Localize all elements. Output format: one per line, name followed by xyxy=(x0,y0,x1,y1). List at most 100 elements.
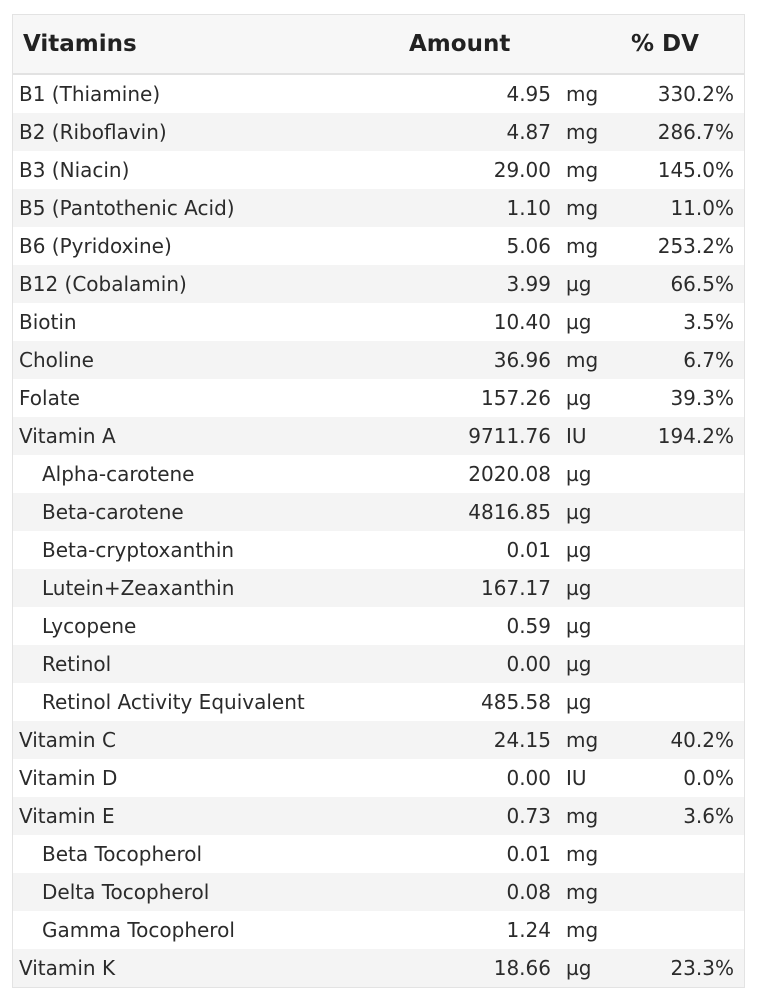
vitamin-name: Delta Tocopherol xyxy=(42,880,210,904)
vitamin-name: Lycopene xyxy=(42,614,137,638)
vitamin-name: Beta Tocopherol xyxy=(42,842,203,866)
vitamin-amount: 3.99 xyxy=(506,272,551,296)
vitamin-amount: 167.17 xyxy=(481,576,551,600)
vitamin-dv: 194.2% xyxy=(657,424,734,448)
vitamin-unit: µg xyxy=(566,614,592,638)
vitamin-name: Beta-carotene xyxy=(42,500,184,524)
vitamin-unit: mg xyxy=(566,120,599,144)
table-row: Beta-carotene 4816.85 µg xyxy=(13,493,744,531)
vitamin-amount: 0.73 xyxy=(506,804,551,828)
vitamin-unit: mg xyxy=(566,348,599,372)
table-row: Biotin 10.40 µg 3.5% xyxy=(13,303,744,341)
vitamin-dv: 253.2% xyxy=(657,234,734,258)
vitamin-dv: 40.2% xyxy=(670,728,734,752)
vitamin-amount: 0.59 xyxy=(506,614,551,638)
table-row: Vitamin D 0.00 IU 0.0% xyxy=(13,759,744,797)
table-row: Gamma Tocopherol 1.24 mg xyxy=(13,911,744,949)
table-row: B1 (Thiamine) 4.95 mg 330.2% xyxy=(13,75,744,113)
vitamin-dv: 66.5% xyxy=(670,272,734,296)
table-row: B2 (Riboflavin) 4.87 mg 286.7% xyxy=(13,113,744,151)
vitamin-amount: 5.06 xyxy=(506,234,551,258)
vitamin-name: Gamma Tocopherol xyxy=(42,918,235,942)
vitamin-name: B2 (Riboflavin) xyxy=(19,120,167,144)
vitamin-dv: 23.3% xyxy=(670,956,734,980)
table-body: B1 (Thiamine) 4.95 mg 330.2% B2 (Riboflavin)… xyxy=(13,75,744,987)
header-amount: Amount xyxy=(409,31,511,57)
vitamin-name: B1 (Thiamine) xyxy=(19,82,161,106)
vitamin-amount: 485.58 xyxy=(481,690,551,714)
vitamin-amount: 0.01 xyxy=(506,538,551,562)
table-row: B6 (Pyridoxine) 5.06 mg 253.2% xyxy=(13,227,744,265)
vitamin-name: B12 (Cobalamin) xyxy=(19,272,187,296)
vitamin-name: B5 (Pantothenic Acid) xyxy=(19,196,235,220)
vitamin-name: Vitamin C xyxy=(19,728,116,752)
vitamin-name: Vitamin K xyxy=(19,956,116,980)
vitamin-amount: 0.00 xyxy=(506,766,551,790)
vitamin-dv: 0.0% xyxy=(683,766,734,790)
vitamin-unit: mg xyxy=(566,196,599,220)
vitamin-unit: mg xyxy=(566,728,599,752)
vitamin-dv: 3.5% xyxy=(683,310,734,334)
vitamin-dv: 3.6% xyxy=(683,804,734,828)
table-row: Delta Tocopherol 0.08 mg xyxy=(13,873,744,911)
vitamin-dv: 286.7% xyxy=(657,120,734,144)
header-dv: % DV xyxy=(631,31,699,57)
vitamin-amount: 36.96 xyxy=(493,348,551,372)
vitamin-amount: 157.26 xyxy=(481,386,551,410)
header-vitamins: Vitamins xyxy=(23,31,137,57)
vitamin-name: B6 (Pyridoxine) xyxy=(19,234,172,258)
table-row: Lutein+Zeaxanthin 167.17 µg xyxy=(13,569,744,607)
vitamin-amount: 2020.08 xyxy=(468,462,551,486)
vitamin-name: Vitamin D xyxy=(19,766,118,790)
table-row: Vitamin E 0.73 mg 3.6% xyxy=(13,797,744,835)
table-row: B12 (Cobalamin) 3.99 µg 66.5% xyxy=(13,265,744,303)
vitamin-dv: 6.7% xyxy=(683,348,734,372)
vitamin-unit: µg xyxy=(566,690,592,714)
vitamin-name: Folate xyxy=(19,386,80,410)
vitamin-dv: 39.3% xyxy=(670,386,734,410)
vitamin-unit: mg xyxy=(566,842,599,866)
table-row: Folate 157.26 µg 39.3% xyxy=(13,379,744,417)
vitamin-amount: 0.01 xyxy=(506,842,551,866)
table-row: Lycopene 0.59 µg xyxy=(13,607,744,645)
vitamin-amount: 0.08 xyxy=(506,880,551,904)
vitamins-table: Vitamins Amount % DV B1 (Thiamine) 4.95 mg… xyxy=(12,14,745,988)
vitamin-amount: 1.10 xyxy=(506,196,551,220)
vitamin-amount: 9711.76 xyxy=(468,424,551,448)
table-row: B5 (Pantothenic Acid) 1.10 mg 11.0% xyxy=(13,189,744,227)
vitamin-unit: µg xyxy=(566,310,592,334)
vitamin-unit: mg xyxy=(566,804,599,828)
table-row: Beta Tocopherol 0.01 mg xyxy=(13,835,744,873)
vitamin-unit: µg xyxy=(566,956,592,980)
vitamin-dv: 145.0% xyxy=(657,158,734,182)
vitamin-unit: mg xyxy=(566,82,599,106)
vitamin-unit: IU xyxy=(566,424,587,448)
table-row: Choline 36.96 mg 6.7% xyxy=(13,341,744,379)
vitamin-name: Choline xyxy=(19,348,94,372)
table-row: Alpha-carotene 2020.08 µg xyxy=(13,455,744,493)
vitamin-amount: 4.87 xyxy=(506,120,551,144)
vitamin-unit: mg xyxy=(566,880,599,904)
vitamin-name: Retinol Activity Equivalent xyxy=(42,690,305,714)
vitamin-name: Biotin xyxy=(19,310,77,334)
vitamin-unit: µg xyxy=(566,462,592,486)
table-row: Vitamin K 18.66 µg 23.3% xyxy=(13,949,744,987)
vitamin-amount: 18.66 xyxy=(493,956,551,980)
vitamin-dv: 11.0% xyxy=(670,196,734,220)
vitamin-unit: mg xyxy=(566,158,599,182)
vitamin-unit: µg xyxy=(566,538,592,562)
table-row: B3 (Niacin) 29.00 mg 145.0% xyxy=(13,151,744,189)
vitamin-unit: µg xyxy=(566,272,592,296)
vitamin-unit: µg xyxy=(566,386,592,410)
vitamin-amount: 4816.85 xyxy=(468,500,551,524)
vitamin-unit: µg xyxy=(566,652,592,676)
table-row: Beta-cryptoxanthin 0.01 µg xyxy=(13,531,744,569)
vitamin-amount: 1.24 xyxy=(506,918,551,942)
vitamin-name: Vitamin E xyxy=(19,804,115,828)
vitamin-unit: mg xyxy=(566,234,599,258)
vitamin-name: Lutein+Zeaxanthin xyxy=(42,576,235,600)
vitamin-unit: IU xyxy=(566,766,587,790)
vitamin-name: Alpha-carotene xyxy=(42,462,195,486)
table-header: Vitamins Amount % DV xyxy=(13,15,744,75)
table-row: Vitamin A 9711.76 IU 194.2% xyxy=(13,417,744,455)
